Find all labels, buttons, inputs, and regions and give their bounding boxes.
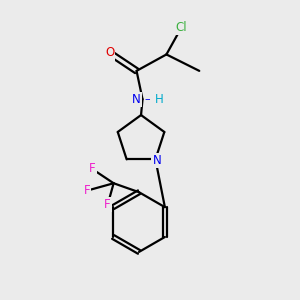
Text: N: N (153, 154, 161, 167)
Text: F: F (89, 162, 95, 176)
Text: N: N (132, 93, 141, 106)
Text: O: O (105, 46, 114, 59)
Text: Cl: Cl (176, 21, 187, 34)
Text: F: F (104, 198, 111, 211)
Text: –: – (145, 94, 150, 104)
Text: F: F (83, 184, 90, 197)
Text: H: H (155, 93, 164, 106)
